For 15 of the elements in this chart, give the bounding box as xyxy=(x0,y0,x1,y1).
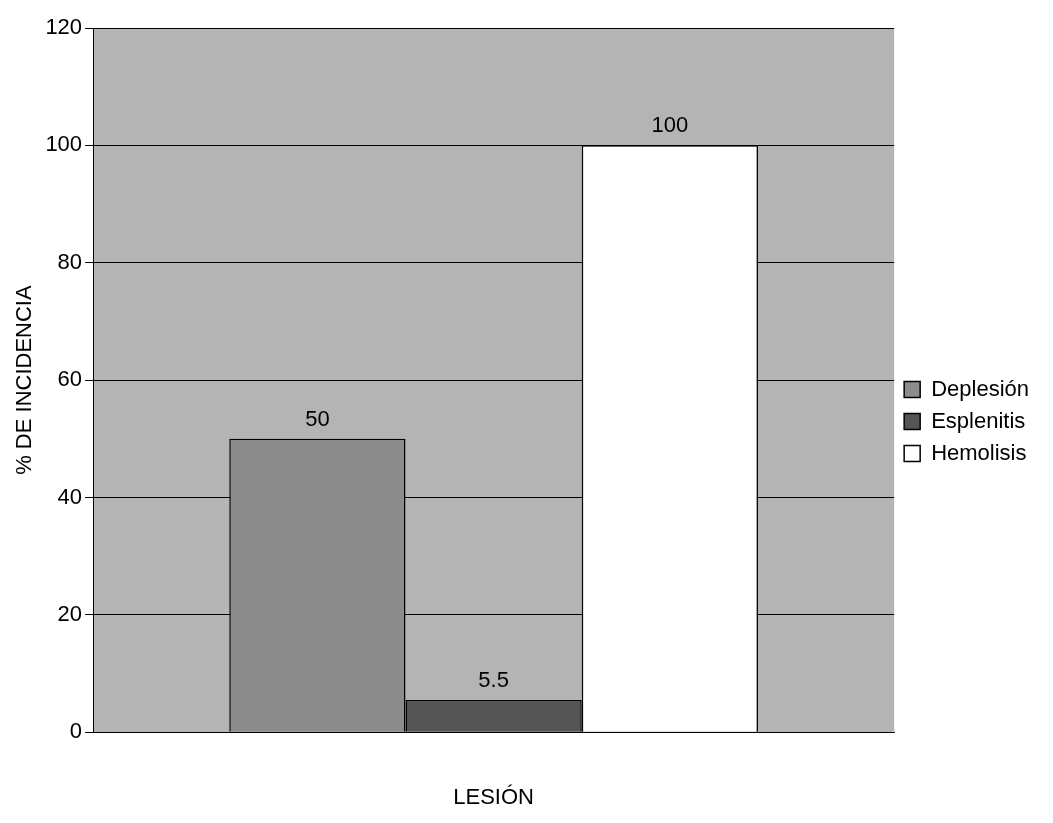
y-tick-label: 80 xyxy=(57,248,83,274)
legend-label: Hemolisis xyxy=(931,439,1027,465)
y-tick-label: 60 xyxy=(57,366,83,392)
y-axis-title: % DE INCIDENCIA xyxy=(11,285,37,475)
legend-label: Deplesión xyxy=(931,375,1029,401)
y-tick-label: 20 xyxy=(57,600,83,626)
legend-label: Esplenitis xyxy=(931,407,1026,433)
y-tick-label: 120 xyxy=(45,14,83,40)
data-label: 100 xyxy=(651,112,689,138)
y-tick-label: 40 xyxy=(57,483,83,509)
data-label: 50 xyxy=(305,405,330,431)
x-axis-title: LESIÓN xyxy=(453,783,534,809)
data-label: 5.5 xyxy=(478,666,509,692)
y-tick-label: 100 xyxy=(45,131,83,157)
y-tick-label: 0 xyxy=(69,718,83,744)
